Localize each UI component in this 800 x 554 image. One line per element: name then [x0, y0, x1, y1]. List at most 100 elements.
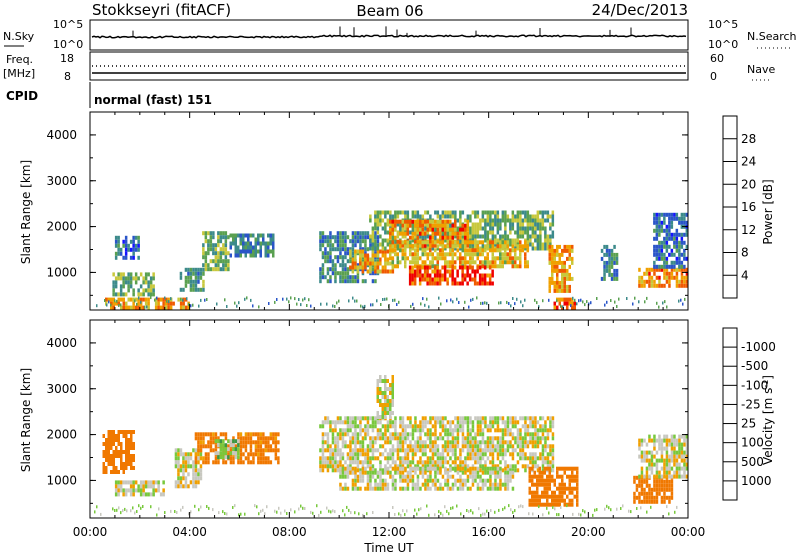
- velocity-cell: [394, 460, 397, 465]
- velocity-cell: [491, 440, 495, 445]
- velocity-cell: [394, 513, 396, 516]
- velocity-cell: [650, 491, 654, 496]
- power-cell: [551, 234, 555, 239]
- power-cell: [349, 279, 352, 284]
- velocity-cell: [404, 440, 407, 445]
- velocity-cell: [419, 456, 422, 461]
- power-cell: [496, 248, 499, 253]
- power-cell: [157, 301, 160, 306]
- velocity-cell: [354, 460, 357, 465]
- power-cell: [494, 264, 497, 269]
- power-cell: [563, 284, 566, 289]
- velocity-cell: [521, 456, 525, 461]
- power-cell: [551, 248, 554, 253]
- power-cell: [371, 230, 375, 235]
- power-cell: [466, 214, 470, 219]
- velocity-cell: [551, 460, 555, 465]
- velocity-cell: [197, 480, 200, 485]
- power-cell: [356, 239, 360, 244]
- velocity-cell: [399, 444, 402, 449]
- velocity-cell: [351, 452, 355, 457]
- power-cell: [466, 219, 469, 224]
- power-cell: [561, 260, 564, 265]
- velocity-cell: [144, 480, 148, 485]
- power-cell: [406, 227, 409, 232]
- velocity-cell: [484, 444, 487, 449]
- velocity-cell: [441, 452, 445, 457]
- power-cell: [331, 267, 335, 272]
- velocity-cell: [471, 464, 475, 469]
- power-cell: [114, 243, 118, 248]
- velocity-cell: [416, 464, 420, 469]
- velocity-cell: [436, 456, 440, 461]
- velocity-cell: [638, 442, 641, 447]
- velocity-cell: [524, 428, 527, 433]
- power-cell: [404, 222, 407, 227]
- velocity-cell: [489, 486, 492, 491]
- velocity-cell: [381, 391, 384, 395]
- power-cell: [346, 279, 350, 284]
- power-cell: [152, 272, 155, 277]
- velocity-cell: [179, 448, 183, 453]
- power-cell: [234, 233, 237, 238]
- power-cell: [436, 210, 440, 215]
- power-cell: [394, 219, 397, 224]
- velocity-cell: [678, 438, 681, 443]
- power-cell: [250, 298, 252, 302]
- power-cell: [556, 248, 559, 253]
- velocity-cell: [356, 436, 360, 441]
- velocity-cell: [179, 468, 183, 473]
- power-cell: [386, 257, 390, 262]
- velocity-cell: [354, 456, 357, 461]
- power-cell: [441, 244, 444, 249]
- power-cell: [491, 281, 494, 286]
- power-cell: [616, 305, 618, 308]
- velocity-cell: [222, 460, 225, 465]
- velocity-cell: [159, 492, 163, 497]
- velocity-cell: [451, 448, 455, 453]
- velocity-cell: [120, 446, 123, 450]
- velocity-cell: [199, 476, 203, 481]
- velocity-cell: [237, 436, 240, 441]
- power-cell: [237, 233, 240, 238]
- velocity-cell: [187, 472, 190, 477]
- velocity-cell: [528, 478, 531, 483]
- power-cell: [484, 230, 487, 235]
- velocity-cell: [509, 464, 512, 469]
- power-cell: [399, 240, 402, 245]
- power-cell: [504, 244, 507, 249]
- power-cell: [339, 239, 342, 244]
- power-cell: [244, 233, 247, 238]
- velocity-cell: [404, 428, 407, 433]
- velocity-cell: [464, 470, 467, 475]
- velocity-cell: [653, 454, 656, 459]
- velocity-cell: [504, 478, 507, 483]
- velocity-cell: [663, 479, 666, 484]
- power-cell: [209, 267, 213, 272]
- power-cell: [187, 267, 190, 272]
- xaxis-label: Time UT: [363, 541, 414, 554]
- power-cell: [605, 248, 609, 253]
- velocity-cell: [674, 510, 676, 514]
- power-cell: [321, 243, 325, 248]
- power-cell: [252, 304, 254, 308]
- power-cell: [511, 210, 515, 215]
- power-cell: [112, 305, 115, 310]
- velocity-cell: [399, 486, 402, 491]
- velocity-cell: [239, 432, 243, 437]
- power-cell: [310, 304, 312, 308]
- power-cell: [117, 297, 120, 302]
- velocity-cell: [655, 458, 659, 463]
- velocity-cell: [446, 428, 450, 433]
- velocity-cell: [267, 460, 270, 465]
- power-cell: [192, 279, 195, 284]
- velocity-cell: [122, 480, 125, 485]
- velocity-cell: [341, 464, 345, 469]
- velocity-cell: [531, 464, 535, 469]
- velocity-cell: [371, 420, 375, 425]
- power-cell: [381, 238, 385, 243]
- velocity-cell: [187, 460, 190, 465]
- velocity-cell: [489, 452, 492, 457]
- velocity-cell: [336, 452, 340, 457]
- power-cell: [660, 252, 664, 257]
